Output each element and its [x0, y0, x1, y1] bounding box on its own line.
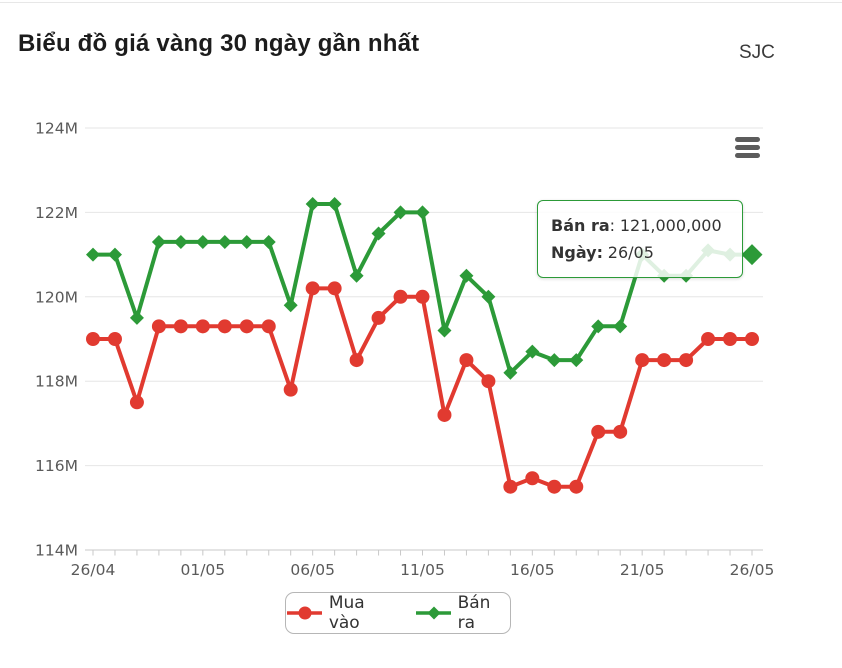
data-point-mua-vao[interactable]: [195, 319, 210, 334]
tooltip-separator: :: [609, 216, 616, 235]
sell-series-marker-icon: [415, 606, 451, 620]
data-point-ban-ra[interactable]: [151, 234, 166, 249]
chart-context-menu-button[interactable]: [735, 137, 760, 158]
data-point-ban-ra[interactable]: [107, 247, 122, 262]
data-point-ban-ra[interactable]: [569, 353, 584, 368]
x-axis-label: 01/05: [180, 561, 225, 579]
data-point-ban-ra[interactable]: [327, 196, 342, 211]
data-point-mua-vao[interactable]: [239, 319, 254, 334]
data-point-ban-ra[interactable]: [613, 319, 628, 334]
legend-item-mua-vao[interactable]: Mua vào: [286, 593, 397, 633]
data-point-mua-vao[interactable]: [327, 281, 342, 296]
legend-label: Mua vào: [328, 593, 365, 633]
y-axis-label: 124M: [35, 120, 78, 138]
data-point-mua-vao[interactable]: [481, 374, 496, 389]
legend-label: Bán ra: [457, 593, 491, 633]
hamburger-icon: [735, 137, 760, 142]
y-axis-label: 122M: [35, 204, 78, 222]
x-axis-label: 06/05: [290, 561, 335, 579]
y-axis-label: 120M: [35, 288, 78, 306]
hamburger-icon: [735, 153, 760, 158]
x-axis-label: 16/05: [510, 561, 555, 579]
x-axis-label: 26/05: [730, 561, 775, 579]
data-point-ban-ra[interactable]: [437, 323, 452, 338]
data-point-mua-vao[interactable]: [305, 281, 320, 296]
data-point-mua-vao[interactable]: [657, 353, 672, 368]
tooltip-value: 121,000,000: [619, 216, 722, 235]
data-point-mua-vao[interactable]: [635, 353, 650, 368]
data-point-mua-vao[interactable]: [591, 424, 606, 439]
top-divider: [0, 2, 842, 3]
data-point-mua-vao[interactable]: [393, 289, 408, 304]
data-point-mua-vao[interactable]: [679, 353, 694, 368]
data-point-ban-ra[interactable]: [217, 234, 232, 249]
data-point-ban-ra[interactable]: [195, 234, 210, 249]
data-point-ban-ra[interactable]: [86, 247, 100, 262]
data-point-mua-vao[interactable]: [86, 332, 100, 346]
data-point-mua-vao[interactable]: [723, 332, 738, 346]
y-axis-label: 116M: [35, 457, 78, 475]
data-point-ban-ra[interactable]: [305, 196, 320, 211]
hamburger-icon: [735, 145, 760, 150]
data-point-mua-vao[interactable]: [261, 319, 276, 334]
data-point-mua-vao[interactable]: [371, 310, 386, 325]
x-axis-label: 26/04: [71, 561, 116, 579]
data-point-mua-vao[interactable]: [415, 289, 430, 304]
data-point-ban-ra[interactable]: [481, 289, 496, 304]
brand-label: SJC: [739, 42, 775, 63]
data-point-mua-vao[interactable]: [701, 332, 716, 346]
data-point-mua-vao[interactable]: [437, 407, 452, 422]
data-point-ban-ra[interactable]: [283, 298, 298, 313]
data-point-mua-vao[interactable]: [547, 479, 562, 494]
highlighted-data-point-ban-ra[interactable]: [741, 244, 763, 266]
tooltip-date-row: Ngày: 26/05: [551, 239, 729, 266]
data-point-ban-ra[interactable]: [547, 353, 562, 368]
y-axis-label: 114M: [35, 542, 78, 560]
data-point-mua-vao[interactable]: [525, 471, 540, 486]
data-point-mua-vao[interactable]: [613, 424, 628, 439]
data-point-mua-vao[interactable]: [107, 332, 122, 346]
data-point-mua-vao[interactable]: [459, 353, 474, 368]
data-point-mua-vao[interactable]: [217, 319, 232, 334]
data-point-mua-vao[interactable]: [745, 332, 759, 346]
data-point-ban-ra[interactable]: [393, 205, 408, 220]
data-point-ban-ra[interactable]: [261, 234, 276, 249]
tooltip-price-row: Bán ra: 121,000,000: [551, 212, 729, 239]
data-point-mua-vao[interactable]: [129, 395, 144, 410]
chart-legend: Mua vào Bán ra: [285, 592, 511, 634]
legend-item-ban-ra[interactable]: Bán ra: [415, 593, 510, 633]
data-point-ban-ra[interactable]: [129, 310, 144, 325]
data-point-ban-ra[interactable]: [591, 319, 606, 334]
buy-series-marker-icon: [287, 606, 322, 620]
x-axis-label: 11/05: [400, 561, 445, 579]
data-point-ban-ra[interactable]: [503, 365, 518, 380]
data-point-ban-ra[interactable]: [239, 234, 254, 249]
data-point-mua-vao[interactable]: [173, 319, 188, 334]
series-line-mua-vao: [91, 286, 754, 489]
chart-tooltip: Bán ra: 121,000,000 Ngày: 26/05: [537, 200, 743, 279]
data-point-ban-ra[interactable]: [349, 268, 364, 283]
tooltip-date-label: Ngày:: [551, 243, 603, 263]
data-point-ban-ra[interactable]: [415, 205, 430, 220]
data-point-ban-ra[interactable]: [459, 268, 474, 283]
data-point-ban-ra[interactable]: [525, 344, 540, 359]
data-point-mua-vao[interactable]: [283, 382, 298, 397]
data-point-ban-ra[interactable]: [173, 234, 188, 249]
data-point-mua-vao[interactable]: [503, 479, 518, 494]
x-axis-label: 21/05: [620, 561, 665, 579]
tooltip-date: 26/05: [607, 243, 654, 263]
data-point-mua-vao[interactable]: [569, 479, 584, 494]
data-point-mua-vao[interactable]: [349, 353, 364, 368]
y-axis-label: 118M: [35, 373, 78, 391]
data-point-ban-ra[interactable]: [371, 226, 386, 241]
tooltip-series-label: Bán ra: [551, 216, 610, 235]
page-title: Biểu đồ giá vàng 30 ngày gần nhất: [18, 30, 420, 57]
data-point-mua-vao[interactable]: [151, 319, 166, 334]
